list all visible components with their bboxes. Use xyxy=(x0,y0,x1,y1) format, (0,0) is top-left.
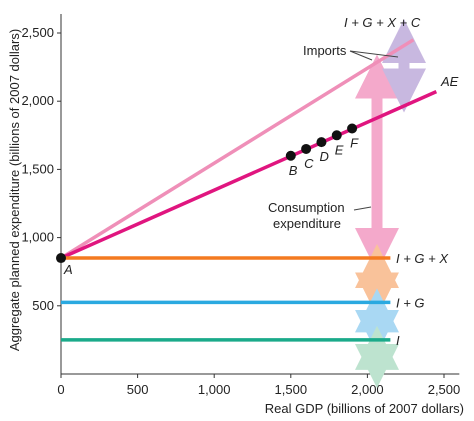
consumption-annotation: expenditure xyxy=(273,216,341,231)
y-tick-label: 1,000 xyxy=(21,230,54,245)
series-label: I xyxy=(396,333,400,348)
point-label: B xyxy=(289,163,298,178)
data-point xyxy=(56,253,66,264)
consumption-leader-line xyxy=(353,206,372,211)
point-label: A xyxy=(63,262,73,277)
y-tick-label: 2,500 xyxy=(21,25,54,40)
series-label: I + G + X xyxy=(396,251,449,266)
x-axis-title: Real GDP (billions of 2007 dollars) xyxy=(265,401,464,416)
data-point xyxy=(285,150,296,161)
data-point xyxy=(347,123,358,134)
x-tick-label: 500 xyxy=(127,382,149,397)
data-point xyxy=(301,143,312,154)
series-label: AE xyxy=(440,74,459,89)
data-point xyxy=(316,137,327,148)
x-tick-label: 2,000 xyxy=(351,382,384,397)
series-line xyxy=(60,90,438,260)
data-point xyxy=(331,130,342,141)
x-tick-label: 1,500 xyxy=(275,382,308,397)
imports-leader-line xyxy=(349,50,399,58)
series-label: I + G + X + C xyxy=(344,15,421,30)
y-tick-label: 500 xyxy=(32,298,54,313)
y-tick-label: 1,500 xyxy=(21,161,54,176)
x-tick-label: 2,500 xyxy=(428,382,461,397)
point-label: C xyxy=(304,156,314,171)
y-tick-label: 2,000 xyxy=(21,93,54,108)
consumption-annotation: Consumption xyxy=(268,200,345,215)
point-label: F xyxy=(350,135,359,150)
imports-leader-line xyxy=(349,50,373,61)
series-line xyxy=(60,38,415,260)
y-axis-title: Aggregate planned expenditure (billions … xyxy=(7,29,22,351)
series-label: I + G xyxy=(396,295,425,310)
imports-annotation: Imports xyxy=(303,43,347,58)
point-label: D xyxy=(319,149,328,164)
point-label: E xyxy=(335,142,344,157)
x-tick-label: 0 xyxy=(57,382,64,397)
x-tick-label: 1,000 xyxy=(198,382,231,397)
